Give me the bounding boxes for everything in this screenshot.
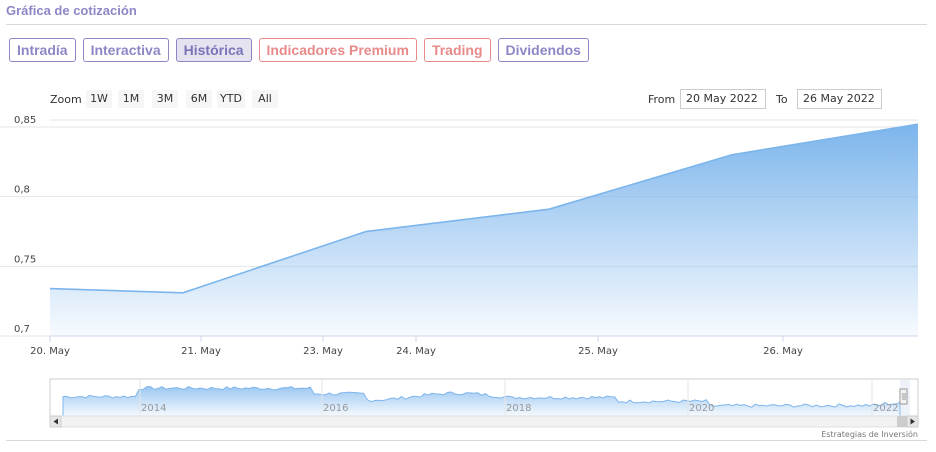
y-tick-label: 0,75 (14, 254, 36, 265)
to-label: To (776, 93, 788, 106)
x-tick-label: 25. May (578, 346, 618, 357)
from-date-input[interactable]: 20 May 2022 (680, 89, 766, 109)
from-label: From (648, 93, 676, 106)
x-tick-label: 20. May (30, 346, 70, 357)
y-tick-label: 0,85 (14, 115, 36, 126)
navigator-tick-label: 2022 (873, 403, 898, 414)
zoom-ytd-button[interactable]: YTD (217, 90, 245, 108)
tab-intradia[interactable]: Intradía (9, 38, 76, 62)
y-tick-label: 0,7 (14, 324, 30, 335)
navigator-tick-label: 2016 (323, 403, 348, 414)
x-tick-label: 24. May (396, 346, 436, 357)
tab-trading[interactable]: Trading (423, 38, 491, 62)
zoom-label: Zoom (50, 93, 82, 106)
page-title: Gráfica de cotización (6, 3, 137, 18)
tab-interactiva[interactable]: Interactiva (82, 38, 169, 62)
tab-historica[interactable]: Histórica (175, 38, 252, 62)
navigator-tick-label: 2020 (689, 403, 714, 414)
arrow-right-icon (910, 418, 915, 425)
x-tick-label: 26. May (763, 346, 803, 357)
x-tick-label: 21. May (181, 346, 221, 357)
zoom-1w-button[interactable]: 1W (86, 90, 112, 108)
to-date-input[interactable]: 26 May 2022 (797, 89, 882, 109)
title-divider (6, 24, 927, 25)
zoom-6m-button[interactable]: 6M (186, 90, 212, 108)
tab-indicadores-premium[interactable]: Indicadores Premium (258, 38, 417, 62)
tab-dividendos[interactable]: Dividendos (497, 38, 589, 62)
scrollbar[interactable] (49, 415, 919, 428)
navigator-tick-label: 2018 (506, 403, 531, 414)
arrow-left-icon (53, 418, 58, 425)
zoom-1m-button[interactable]: 1M (118, 90, 144, 108)
scrollbar-track[interactable] (49, 415, 919, 428)
scrollbar-thumb[interactable] (897, 416, 907, 427)
chart-tabs: Intradía Interactiva Histórica Indicador… (9, 38, 589, 62)
zoom-all-button[interactable]: All (252, 90, 278, 108)
series-line (49, 123, 919, 294)
navigator[interactable]: 2014 2016 2018 2020 2022 (49, 378, 919, 417)
navigator-tick-label: 2014 (141, 403, 166, 414)
x-tick-label: 23. May (303, 346, 343, 357)
zoom-3m-button[interactable]: 3M (152, 90, 178, 108)
navigator-series (62, 386, 901, 417)
credits-link[interactable]: Estrategias de Inversión (821, 430, 918, 439)
bottom-divider (6, 440, 927, 441)
series-area (50, 124, 918, 336)
y-tick-label: 0,8 (14, 185, 30, 196)
